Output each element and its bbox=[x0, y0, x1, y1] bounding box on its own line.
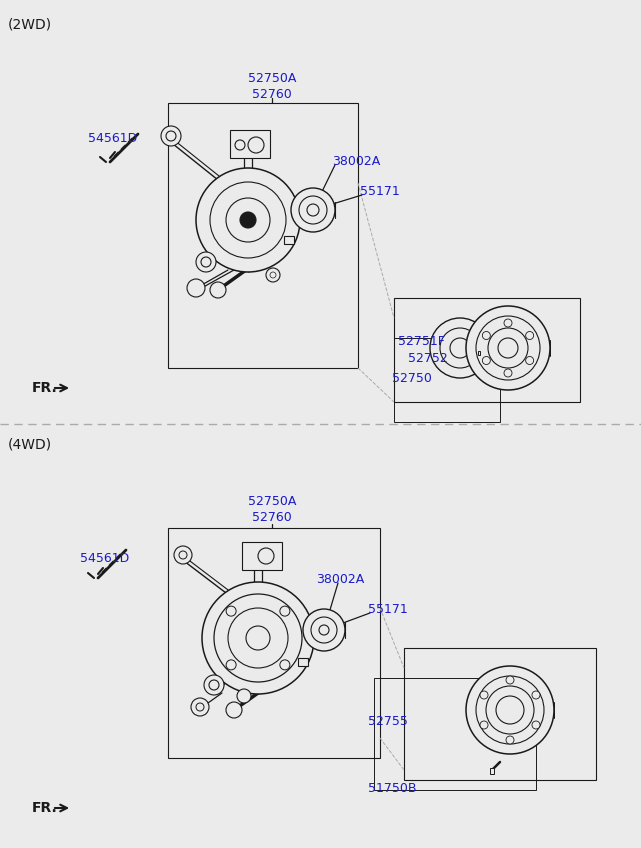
Circle shape bbox=[476, 676, 544, 744]
Circle shape bbox=[450, 338, 470, 358]
Bar bbox=[394, 298, 580, 402]
Circle shape bbox=[161, 126, 181, 146]
Circle shape bbox=[191, 698, 209, 716]
Text: 52750: 52750 bbox=[392, 372, 432, 385]
Circle shape bbox=[504, 319, 512, 327]
Circle shape bbox=[166, 131, 176, 141]
Text: 52755: 52755 bbox=[368, 715, 408, 728]
Circle shape bbox=[204, 675, 224, 695]
Circle shape bbox=[498, 338, 518, 358]
Text: (4WD): (4WD) bbox=[8, 438, 52, 452]
Circle shape bbox=[440, 328, 480, 368]
Circle shape bbox=[430, 318, 490, 378]
Circle shape bbox=[228, 608, 288, 668]
Circle shape bbox=[299, 196, 327, 224]
Circle shape bbox=[526, 332, 534, 339]
Circle shape bbox=[280, 660, 290, 670]
Circle shape bbox=[482, 356, 490, 365]
Bar bbox=[168, 103, 358, 368]
Circle shape bbox=[226, 606, 236, 616]
Circle shape bbox=[319, 625, 329, 635]
Circle shape bbox=[240, 212, 256, 228]
Bar bbox=[490, 768, 494, 774]
Bar bbox=[404, 648, 596, 780]
Circle shape bbox=[179, 551, 187, 559]
Circle shape bbox=[246, 626, 270, 650]
Circle shape bbox=[480, 721, 488, 729]
Circle shape bbox=[196, 703, 204, 711]
Text: 54561D: 54561D bbox=[80, 552, 129, 565]
Circle shape bbox=[270, 272, 276, 278]
Circle shape bbox=[476, 316, 540, 380]
Text: 52750A: 52750A bbox=[248, 72, 296, 85]
Bar bbox=[242, 542, 282, 570]
Circle shape bbox=[532, 721, 540, 729]
Text: 52750A: 52750A bbox=[248, 495, 296, 508]
Circle shape bbox=[201, 257, 211, 267]
Circle shape bbox=[466, 306, 550, 390]
Text: FR.: FR. bbox=[32, 381, 58, 395]
Bar bbox=[374, 678, 536, 790]
Circle shape bbox=[280, 606, 290, 616]
Circle shape bbox=[202, 582, 314, 694]
Text: 55171: 55171 bbox=[360, 185, 400, 198]
Bar bbox=[284, 236, 294, 244]
Circle shape bbox=[480, 691, 488, 699]
Circle shape bbox=[196, 252, 216, 272]
Circle shape bbox=[187, 279, 205, 297]
Bar bbox=[394, 338, 500, 422]
Circle shape bbox=[506, 736, 514, 744]
Text: (2WD): (2WD) bbox=[8, 18, 52, 32]
Circle shape bbox=[209, 680, 219, 690]
Circle shape bbox=[226, 198, 270, 242]
Bar bbox=[478, 351, 480, 355]
Circle shape bbox=[258, 548, 274, 564]
Circle shape bbox=[235, 140, 245, 150]
Circle shape bbox=[482, 332, 490, 339]
Text: 38002A: 38002A bbox=[316, 573, 364, 586]
Circle shape bbox=[214, 594, 302, 682]
Circle shape bbox=[532, 691, 540, 699]
Text: 54561D: 54561D bbox=[88, 132, 137, 145]
Circle shape bbox=[174, 546, 192, 564]
Circle shape bbox=[196, 168, 300, 272]
Text: 52760: 52760 bbox=[252, 88, 292, 101]
Text: FR.: FR. bbox=[32, 801, 58, 815]
Text: 52760: 52760 bbox=[252, 511, 292, 524]
Circle shape bbox=[226, 702, 242, 718]
Circle shape bbox=[466, 666, 554, 754]
Text: 52751F: 52751F bbox=[398, 335, 445, 348]
Bar bbox=[298, 658, 308, 666]
Circle shape bbox=[210, 182, 286, 258]
Circle shape bbox=[488, 328, 528, 368]
Circle shape bbox=[486, 686, 534, 734]
Circle shape bbox=[307, 204, 319, 216]
Circle shape bbox=[226, 660, 236, 670]
Bar bbox=[168, 528, 380, 758]
Circle shape bbox=[210, 282, 226, 298]
Text: 38002A: 38002A bbox=[332, 155, 380, 168]
Circle shape bbox=[291, 188, 335, 232]
Circle shape bbox=[496, 696, 524, 724]
Circle shape bbox=[237, 689, 251, 703]
Circle shape bbox=[311, 617, 337, 643]
Circle shape bbox=[303, 609, 345, 651]
Circle shape bbox=[506, 676, 514, 684]
Circle shape bbox=[266, 268, 280, 282]
Bar bbox=[230, 130, 270, 158]
Circle shape bbox=[504, 369, 512, 377]
Text: 52752: 52752 bbox=[408, 352, 448, 365]
Text: 55171: 55171 bbox=[368, 603, 408, 616]
Text: 51750B: 51750B bbox=[368, 782, 417, 795]
Circle shape bbox=[248, 137, 264, 153]
Circle shape bbox=[526, 356, 534, 365]
